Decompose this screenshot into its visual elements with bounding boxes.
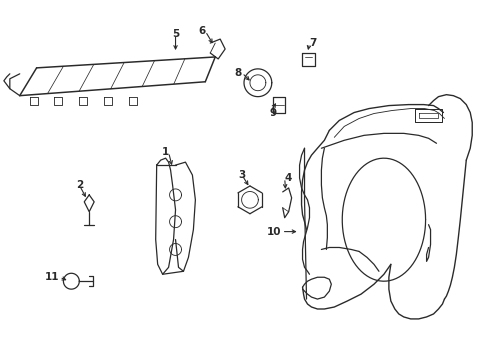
Text: 10: 10 xyxy=(266,226,281,237)
Text: 9: 9 xyxy=(269,108,276,117)
Text: 4: 4 xyxy=(284,173,291,183)
Text: 7: 7 xyxy=(309,38,316,48)
Text: 5: 5 xyxy=(172,29,179,39)
Text: 2: 2 xyxy=(76,180,83,190)
Text: 3: 3 xyxy=(238,170,245,180)
Text: 11: 11 xyxy=(45,272,60,282)
Text: 1: 1 xyxy=(161,147,168,157)
Text: 6: 6 xyxy=(198,26,205,36)
Text: 8: 8 xyxy=(234,68,242,78)
